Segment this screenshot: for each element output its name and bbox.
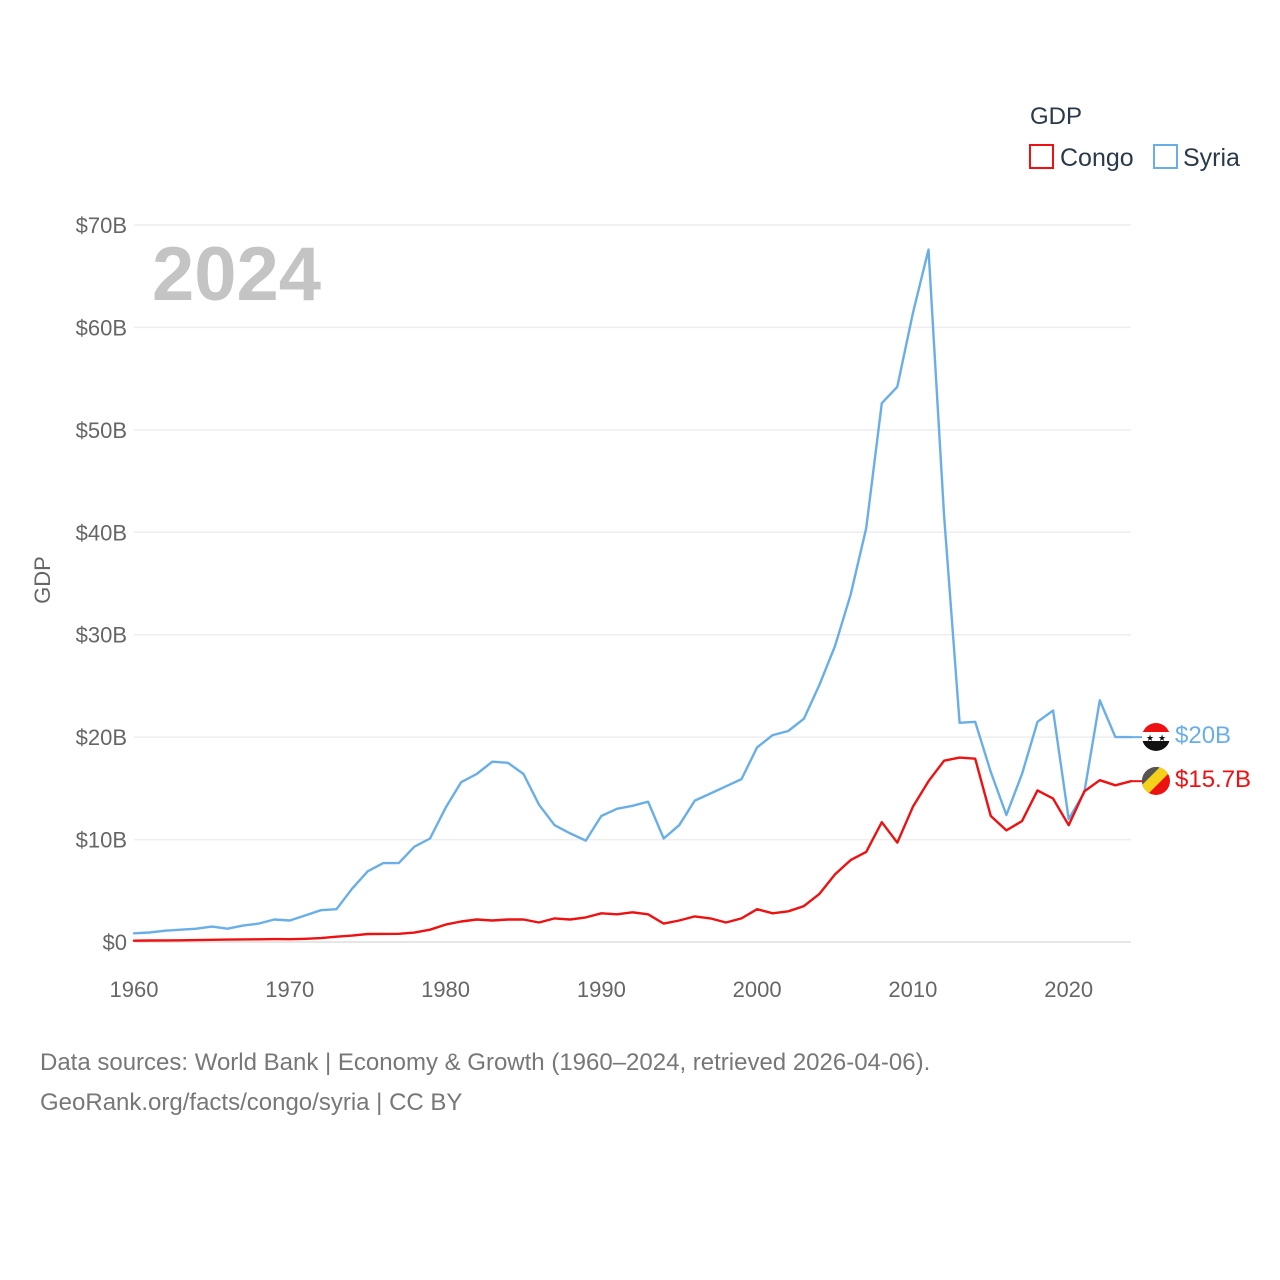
y-tick-label: $60B	[76, 315, 127, 340]
legend-label-congo: Congo	[1060, 144, 1134, 172]
y-axis-ticks: $0 $10B $20B $30B $40B $50B $60B $70B	[76, 213, 127, 955]
y-tick-label: $0	[103, 930, 127, 955]
y-tick-label: $40B	[76, 520, 127, 545]
x-axis-ticks: 1960 1970 1980 1990 2000 2010 2020	[110, 977, 1094, 1002]
x-tick-label: 1960	[110, 977, 159, 1002]
legend-item-congo[interactable]: Congo	[1029, 144, 1134, 172]
y-axis-title: GDP	[30, 556, 55, 604]
y-tick-label: $10B	[76, 828, 127, 853]
y-tick-label: $70B	[76, 213, 127, 238]
year-label: 2024	[152, 232, 321, 317]
legend-item-syria[interactable]: Syria	[1153, 144, 1240, 172]
legend-swatch-congo	[1029, 144, 1054, 169]
congo-end-label: $15.7B	[1175, 766, 1251, 793]
legend-title: GDP	[1030, 103, 1082, 130]
series-line-syria[interactable]	[132, 248, 1133, 935]
x-tick-label: 1970	[265, 977, 314, 1002]
syria-end-label: $20B	[1175, 722, 1231, 749]
x-tick-label: 2020	[1044, 977, 1093, 1002]
syria-flag-icon: ★ ★	[1142, 723, 1170, 751]
source-note: Data sources: World Bank | Economy & Gro…	[40, 1043, 930, 1123]
gdp-line-chart: $0$10B$20B$30B$40B$50B$60B$70B 1960 1970 1…	[30, 103, 1251, 1002]
legend-swatch-syria	[1153, 144, 1178, 169]
source-line-2[interactable]: GeoRank.org/facts/congo/syria | CC BY	[40, 1089, 463, 1116]
svg-text:★: ★	[1158, 733, 1166, 743]
series-line-congo[interactable]	[132, 756, 1133, 942]
y-tick-label: $30B	[76, 623, 127, 648]
x-tick-label: 2010	[888, 977, 937, 1002]
grid-lines	[134, 224, 1131, 943]
legend-label-syria: Syria	[1183, 144, 1240, 172]
x-tick-label: 1980	[421, 977, 470, 1002]
x-tick-label: 2000	[733, 977, 782, 1002]
y-tick-label: $50B	[76, 418, 127, 443]
series-lines	[132, 248, 1142, 942]
x-tick-label: 1990	[577, 977, 626, 1002]
source-line-1: Data sources: World Bank | Economy & Gro…	[40, 1049, 931, 1076]
congo-flag-icon	[1142, 767, 1170, 795]
svg-text:★: ★	[1146, 733, 1154, 743]
legend: GDP Congo Syria	[1029, 103, 1240, 172]
y-tick-label: $20B	[76, 725, 127, 750]
